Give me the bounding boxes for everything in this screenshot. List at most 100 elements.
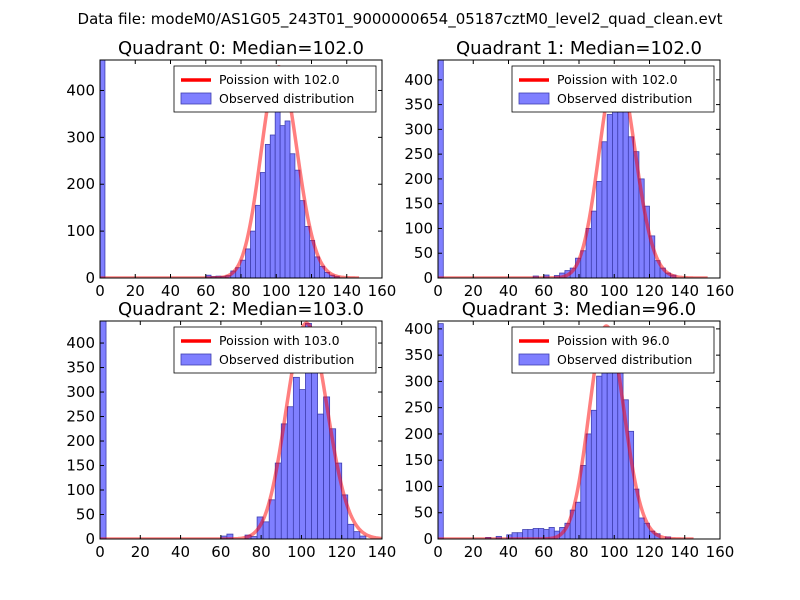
- histogram-bars: [100, 60, 340, 278]
- x-tick-label: 60: [211, 543, 230, 561]
- legend: Poission with 96.0 Observed distribution: [511, 326, 715, 374]
- x-tick-label: 100: [600, 543, 629, 561]
- panel-title: Quadrant 1: Median=102.0: [456, 38, 702, 59]
- y-tick-label: 150: [404, 195, 433, 213]
- histogram-bar: [255, 204, 261, 278]
- y-tick-label: 400: [404, 71, 433, 89]
- legend-hist-swatch: [180, 353, 212, 366]
- histogram-bar: [438, 323, 444, 539]
- legend-hist-label: Observed distribution: [219, 352, 354, 367]
- x-tick-label: 20: [131, 543, 150, 561]
- legend-hist-label: Observed distribution: [557, 352, 692, 367]
- panel-title: Quadrant 0: Median=102.0: [118, 38, 364, 59]
- legend-poisson-label: Poission with 103.0: [219, 333, 340, 348]
- x-tick-label: 80: [252, 543, 271, 561]
- y-tick-label: 50: [414, 504, 433, 522]
- x-tick-label: 40: [499, 282, 518, 300]
- poisson-curve: [438, 324, 695, 539]
- x-tick-label: 0: [95, 282, 105, 300]
- y-tick-label: 0: [423, 269, 433, 287]
- legend-hist-swatch: [180, 92, 212, 105]
- legend-poisson-label: Poission with 102.0: [557, 72, 678, 87]
- poisson-curve: [100, 65, 360, 278]
- histogram-bar: [627, 430, 635, 539]
- x-tick-label: 120: [635, 543, 664, 561]
- histogram-bar: [259, 172, 266, 278]
- quadrant-2-panel: 0 20 40 60 80 100 120 140 0 50 100 150 200 250 300 350 4…: [66, 299, 396, 561]
- x-tick-label: 60: [196, 282, 215, 300]
- x-tick-label: 100: [262, 282, 291, 300]
- histogram-bar: [585, 433, 592, 539]
- histogram-bar: [292, 376, 300, 539]
- x-tick-label: 160: [706, 282, 735, 300]
- y-tick-label: 350: [404, 346, 433, 364]
- y-tick-label: 350: [404, 96, 433, 114]
- y-tick-label: 0: [85, 269, 95, 287]
- histogram-bar: [269, 134, 276, 278]
- x-tick-label: 160: [706, 543, 735, 561]
- x-tick-label: 120: [327, 543, 356, 561]
- y-tick-label: 250: [66, 408, 95, 426]
- x-tick-label: 40: [171, 543, 190, 561]
- y-tick-label: 300: [66, 383, 95, 401]
- histogram-bar: [590, 409, 598, 539]
- x-tick-label: 20: [126, 282, 145, 300]
- legend-hist-swatch: [518, 92, 550, 105]
- histogram-bar: [294, 169, 301, 278]
- figure-suptitle: Data file: modeM0/AS1G05_243T01_90000006…: [78, 10, 723, 29]
- y-tick-label: 300: [404, 372, 433, 390]
- legend-poisson-label: Poission with 102.0: [219, 72, 340, 87]
- y-tick-label: 250: [404, 145, 433, 163]
- histogram-bar: [311, 369, 318, 539]
- x-tick-label: 0: [95, 543, 105, 561]
- histogram-bar: [245, 248, 251, 278]
- y-tick-label: 200: [404, 170, 433, 188]
- x-tick-label: 40: [499, 543, 518, 561]
- histogram-bar: [601, 141, 608, 278]
- legend-hist-swatch: [518, 353, 550, 366]
- y-tick-label: 200: [404, 425, 433, 443]
- histogram-bar: [262, 521, 270, 539]
- x-tick-label: 120: [635, 282, 664, 300]
- y-tick-label: 150: [66, 457, 95, 475]
- panel-title: Quadrant 3: Median=96.0: [462, 299, 697, 320]
- histogram-bar: [638, 517, 645, 539]
- y-tick-label: 100: [404, 477, 433, 495]
- histogram-bar: [279, 125, 286, 278]
- x-tick-label: 80: [231, 282, 250, 300]
- histogram-bar: [347, 523, 355, 539]
- legend-poisson-label: Poission with 96.0: [557, 333, 670, 348]
- y-tick-label: 100: [66, 481, 95, 499]
- quadrant-1-panel: 0 20 40 60 80 100 120 140 160 0 50 100 150 200 250 300 3…: [404, 38, 734, 300]
- histogram-bar: [612, 367, 619, 539]
- x-tick-label: 120: [297, 282, 326, 300]
- poisson-curve: [438, 65, 709, 278]
- x-tick-label: 60: [534, 543, 553, 561]
- y-tick-label: 150: [404, 451, 433, 469]
- histogram-bar: [100, 60, 106, 278]
- x-tick-label: 140: [332, 282, 361, 300]
- y-tick-label: 50: [414, 244, 433, 262]
- histogram-bar: [606, 114, 613, 278]
- histogram-bar: [304, 226, 311, 278]
- x-tick-label: 100: [287, 543, 316, 561]
- x-tick-label: 40: [161, 282, 180, 300]
- y-tick-label: 400: [66, 81, 95, 99]
- histogram-bar: [268, 499, 276, 539]
- panel-title: Quadrant 2: Median=103.0: [118, 299, 364, 320]
- histogram-bar: [596, 375, 603, 539]
- y-tick-label: 250: [404, 399, 433, 417]
- poisson-curve: [100, 321, 382, 539]
- histogram-bar: [590, 210, 598, 278]
- histogram-bar: [284, 120, 291, 278]
- y-tick-label: 100: [404, 219, 433, 237]
- histogram-bar: [299, 389, 306, 539]
- histogram-bar: [100, 321, 107, 539]
- y-tick-label: 400: [66, 334, 95, 352]
- y-tick-label: 200: [66, 175, 95, 193]
- x-tick-label: 20: [464, 282, 483, 300]
- x-tick-label: 140: [670, 543, 699, 561]
- histogram-bar: [575, 501, 582, 539]
- axes-frame: [99, 320, 383, 540]
- legend: Poission with 103.0 Observed distribution: [173, 326, 377, 374]
